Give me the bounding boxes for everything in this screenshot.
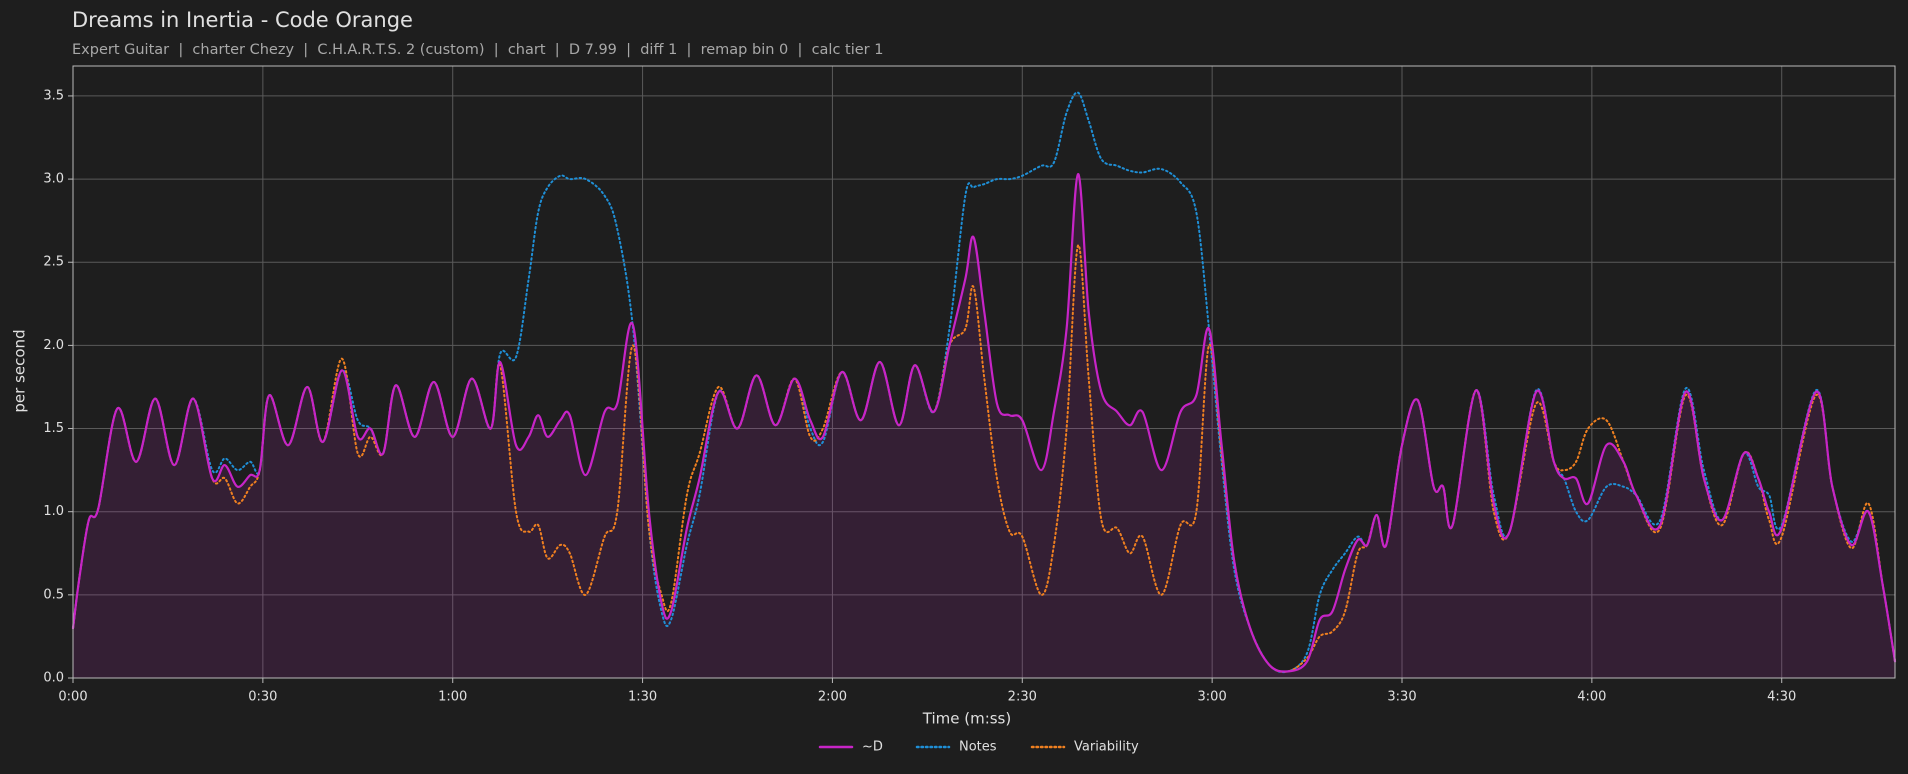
y-tick-label: 0.5 — [43, 587, 64, 602]
series-line — [72, 244, 1896, 673]
y-tick-label: 3.0 — [43, 172, 64, 187]
y-tick-label: 3.5 — [43, 88, 64, 103]
y-tick-label: 2.5 — [43, 255, 64, 270]
x-tick-label: 3:00 — [1198, 690, 1227, 705]
x-tick-label: 2:30 — [1008, 690, 1037, 705]
area — [73, 174, 1895, 679]
y-tick-label: 0.0 — [43, 671, 64, 686]
x-tick-label: 4:30 — [1767, 690, 1796, 705]
legend-label: Notes — [959, 740, 997, 755]
x-tick-label: 3:30 — [1387, 690, 1416, 705]
y-axis-label: per second — [11, 329, 29, 412]
y-tick-label: 2.0 — [43, 338, 64, 353]
x-tick-label: 0:30 — [248, 690, 277, 705]
x-tick-label: 0:00 — [58, 690, 87, 705]
x-tick-label: 1:30 — [628, 690, 657, 705]
x-axis-label: Time (m:ss) — [922, 710, 1011, 728]
x-tick-label: 2:00 — [818, 690, 847, 705]
series-line — [71, 172, 1897, 673]
x-tick-label: 4:00 — [1577, 690, 1606, 705]
y-tick-label: 1.0 — [43, 504, 64, 519]
y-tick-label: 1.5 — [43, 421, 64, 436]
plot-border — [72, 65, 1896, 679]
chart-subtitle: Expert Guitar | charter Chezy | C.H.A.R.… — [72, 42, 883, 58]
legend-label: Variability — [1074, 740, 1139, 755]
x-tick-label: 1:00 — [438, 690, 467, 705]
chart-title: Dreams in Inertia - Code Orange — [72, 8, 413, 32]
legend-label: ~D — [862, 740, 883, 755]
